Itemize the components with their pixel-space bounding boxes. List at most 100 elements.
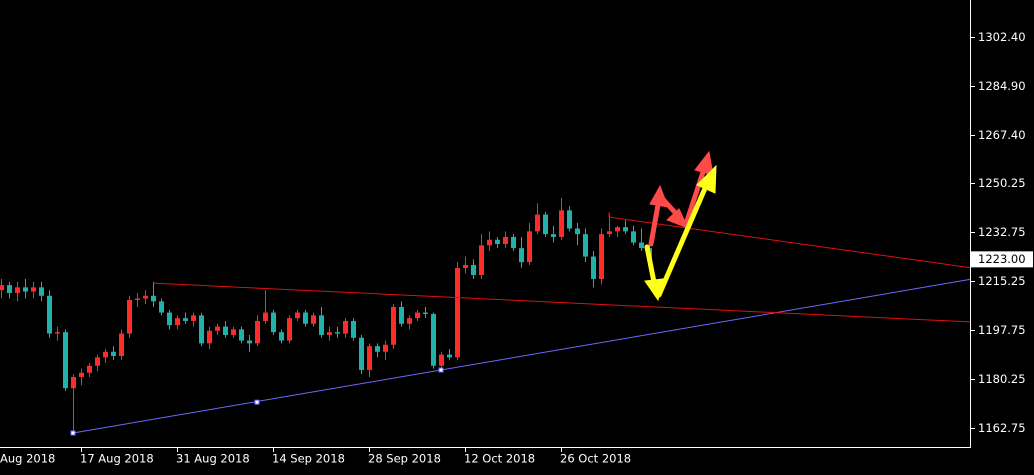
candle-body [87,365,92,373]
candle-body [15,287,20,293]
x-tick-label: 14 Sep 2018 [272,452,345,466]
candle-body [479,245,484,276]
candle-body [287,318,292,341]
candle-body [455,268,460,358]
candle-body [215,326,220,331]
candle-body [567,210,572,229]
candle-body [343,320,348,334]
arrow-head [666,208,689,229]
y-tick-label: 1162.75 [978,421,1026,435]
candle-body [447,354,452,358]
candle-body [111,351,116,356]
candle-body [639,242,644,249]
candle-body [303,312,308,324]
candle-body [327,332,332,335]
candle-body [543,214,548,235]
candle-body [119,333,124,356]
candle-body [559,210,564,237]
x-tick-label: Aug 2018 [0,452,55,466]
current-price-box [971,251,1033,268]
candle-body [335,332,340,334]
candle-body [0,285,4,291]
candle-body [63,332,68,389]
candle-body [431,313,436,366]
candle-body [143,295,148,299]
candle-body [231,329,236,335]
candle-body [247,340,252,344]
candle-body [135,298,140,300]
trendline-anchor [254,399,260,405]
candle-body [199,315,204,344]
arrow-shaft [656,183,709,298]
candle-body [591,256,596,279]
candle-body [367,346,372,370]
y-tick-label: 1250.25 [978,176,1026,190]
candle-body [55,332,60,334]
candle-body [511,236,516,249]
trendline [152,282,971,323]
candle-body [503,236,508,244]
arrow-shaft [648,202,661,247]
candle-body [271,312,276,333]
candle-body [399,306,404,324]
trendline [608,216,971,269]
candle-body [407,318,412,324]
yellow-arrows [644,164,717,302]
candle-body [415,312,420,319]
candle-body [623,227,628,232]
arrow-head [696,164,717,194]
candle-body [183,318,188,321]
candle-body [351,320,356,338]
axes: 1162.75 1180.25 1197.75 1215.25 1232.75 1250.… [0,30,1033,466]
candle-body [23,287,28,292]
trendline [72,278,971,434]
candle-body [359,337,364,370]
candle-body [223,326,228,335]
candle-body [295,312,300,319]
y-tick-label: 1197.75 [978,323,1026,337]
y-tick-label: 1302.40 [978,30,1026,44]
candle-body [631,231,636,243]
candle-body [615,227,620,232]
candle-body [463,264,468,269]
candle-body [31,287,36,292]
annotation-arrows [644,150,717,302]
candle-body [487,239,492,246]
y-tick-label: 1215.25 [978,274,1026,288]
candle-body [151,295,156,302]
candle-body [607,231,612,235]
y-tick-label: 1284.90 [978,79,1026,93]
candle-body [127,299,132,334]
candle-body [71,376,76,389]
trendline-anchor [438,367,444,373]
candle-body [575,228,580,235]
candle-body [263,312,268,321]
y-tick-label: 1267.40 [978,128,1026,142]
red-arrows [648,150,714,247]
candle-body [439,354,444,366]
plot-area [0,197,971,436]
candle-body [103,351,108,358]
x-tick-label: 12 Oct 2018 [464,452,535,466]
candle-body [95,357,100,366]
candle-body [39,287,44,296]
candle-body [535,214,540,232]
candle-body [519,248,524,263]
candle-body [423,312,428,314]
x-tick-label: 17 Aug 2018 [80,452,154,466]
arrow-head [694,150,714,176]
candle-body [495,239,500,244]
candle-body [375,346,380,352]
current-price-label: 1223.00 [978,252,1026,266]
candle-body [471,264,476,276]
x-tick-label: 31 Aug 2018 [176,452,250,466]
candle-body [175,318,180,326]
candle-body [239,329,244,341]
candle-body [319,315,324,335]
candle-body [191,315,196,321]
candle-body [583,234,588,257]
arrow-shaft [644,244,657,285]
